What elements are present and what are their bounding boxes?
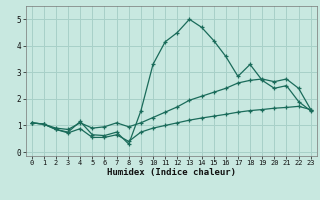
- X-axis label: Humidex (Indice chaleur): Humidex (Indice chaleur): [107, 168, 236, 177]
